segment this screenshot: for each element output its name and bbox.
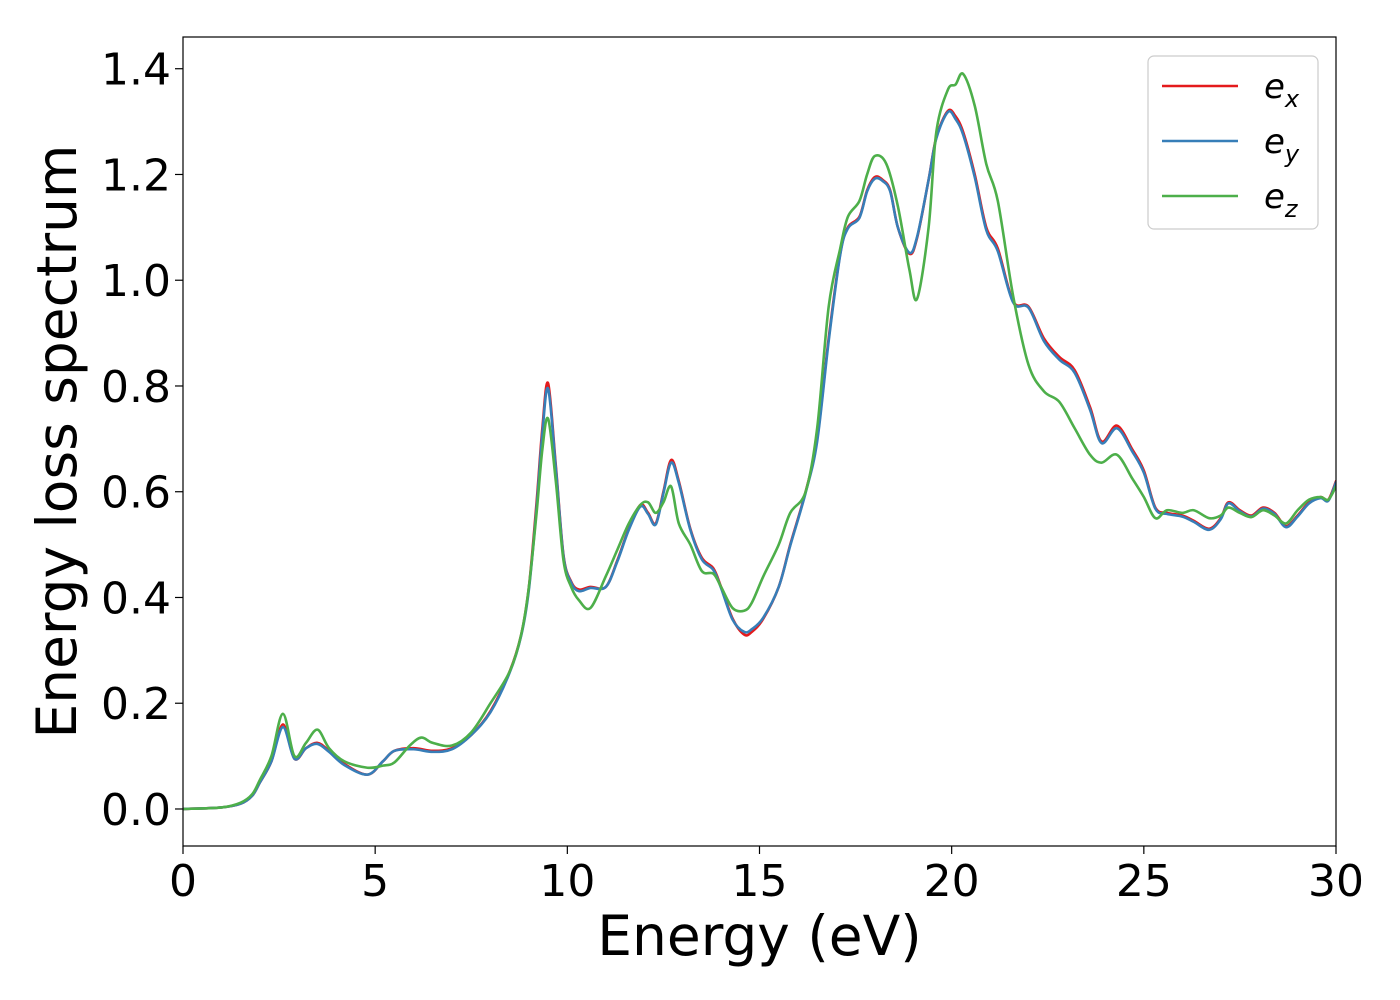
x-tick-label: 15 <box>732 856 788 907</box>
y-axis-title: Energy loss spectrum <box>25 144 89 738</box>
x-tick-label: 25 <box>1116 856 1172 907</box>
x-tick-label: 5 <box>361 856 389 907</box>
y-tick-label: 0.8 <box>101 362 171 413</box>
series-line-ey <box>183 109 1336 811</box>
y-tick-label: 1.4 <box>101 45 171 96</box>
legend: ex ey ez <box>1147 55 1319 230</box>
legend-label-ey: ey <box>1264 122 1300 168</box>
x-tick-label: 30 <box>1308 856 1364 907</box>
x-tick-label: 0 <box>169 856 197 907</box>
y-tick-label: 0.6 <box>101 468 171 519</box>
legend-label-ez: ez <box>1264 177 1299 223</box>
y-tick-label: 1.2 <box>101 150 171 201</box>
x-axis: 0 5 10 15 20 25 30 <box>169 846 1364 907</box>
y-axis: 0.0 0.2 0.4 0.6 0.8 1.0 1.2 1.4 <box>101 45 183 836</box>
legend-label-ex: ex <box>1264 67 1300 113</box>
x-axis-title: Energy (eV) <box>597 904 921 968</box>
x-tick-label: 10 <box>539 856 595 907</box>
series-layer <box>183 72 1336 811</box>
x-tick-label: 20 <box>924 856 980 907</box>
legend-box <box>1147 55 1319 230</box>
y-tick-label: 0.4 <box>101 573 171 624</box>
y-tick-label: 1.0 <box>101 256 171 307</box>
y-tick-label: 0.0 <box>101 785 171 836</box>
series-line-ez <box>183 72 1336 811</box>
y-tick-label: 0.2 <box>101 679 171 730</box>
